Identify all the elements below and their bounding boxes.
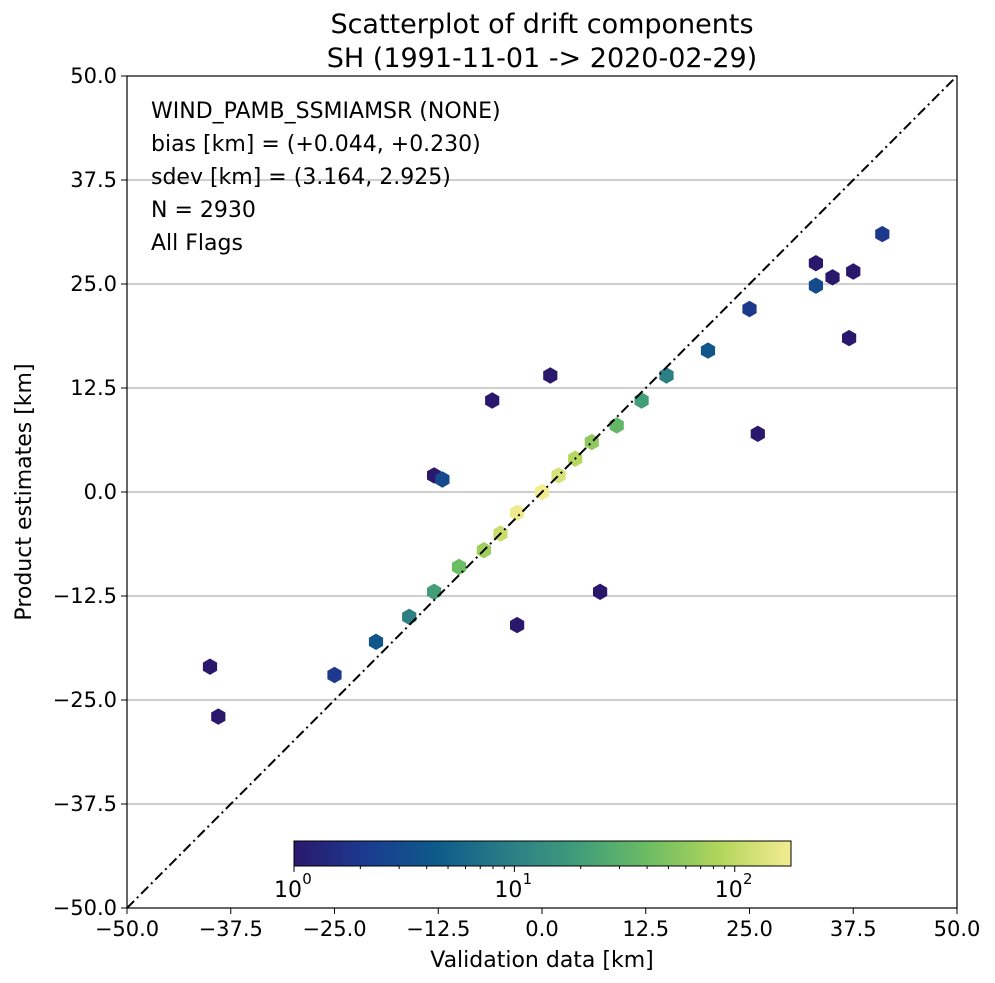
one-to-one-line [126,75,958,909]
hexbin-cell [451,558,467,576]
hexbin-cell [742,300,757,318]
hexbin-cells [202,225,890,725]
x-tick-label: −25.0 [302,917,366,941]
hexbin-cell [659,367,674,384]
hexbin-cell [808,277,823,294]
hexbin-cell [368,633,384,650]
hexbin-cell [402,608,417,625]
hexbin-cell [700,342,716,359]
x-tick-label: 12.5 [622,917,669,941]
stats-annotation: WIND_PAMB_SSMIAMSR (NONE) bias [km] = (+… [151,99,501,256]
x-tick-label: 50.0 [934,917,981,941]
hexbin-cell [842,329,857,347]
hexbin-cell [609,417,624,434]
y-axis-ticks: −50.0 −37.5 −25.0 −12.5 0.0 12.5 25.0 37.5 50.0 [53,64,127,920]
x-tick-label: 25.0 [726,917,773,941]
colorbar-tick-label: 10 [494,878,522,903]
chart-title-line-2: SH (1991-11-01 -> 2020-02-29) [327,43,757,74]
y-tick-label: −50.0 [53,896,117,920]
colorbar-tick-label: 10 [274,878,302,903]
hexbin-cell [485,392,500,409]
chart-title-line-1: Scatterplot of drift components [330,9,753,40]
y-axis-label: Product estimates [km] [12,363,37,620]
x-tick-label: −37.5 [199,917,263,941]
annotation-bias: bias [km] = (+0.044, +0.230) [151,132,481,157]
x-tick-label: −12.5 [406,917,470,941]
colorbar: 10 0 10 1 10 2 [274,840,792,903]
y-tick-label: −25.0 [53,688,117,712]
hexbin-cell [634,392,649,409]
y-tick-label: −12.5 [53,584,117,608]
hexbin-cell [202,658,218,675]
x-tick-label: 0.0 [525,917,558,941]
y-tick-label: −37.5 [53,792,117,816]
colorbar-gradient [293,840,792,867]
annotation-flags: All Flags [151,231,243,256]
annotation-sdev: sdev [km] = (3.164, 2.925) [151,165,451,190]
hexbin-cell [427,583,442,600]
x-axis-ticks: −50.0 −37.5 −25.0 −12.5 0.0 12.5 25.0 37.5 50.0 [95,908,981,941]
y-tick-label: 12.5 [70,376,117,400]
y-tick-label: 37.5 [70,168,117,192]
hexbin-cell [543,367,558,384]
grid-lines [127,179,957,805]
y-tick-label: 0.0 [84,480,117,504]
hexbin-cell [435,471,450,488]
hexbin-cell [875,225,890,243]
hexbin-cell [593,583,608,600]
x-axis-label: Validation data [km] [430,948,654,973]
colorbar-tick-label: 10 [715,878,743,903]
x-tick-label: 37.5 [830,917,877,941]
hexbin-cell [846,263,861,280]
colorbar-tick-exponent: 1 [523,870,533,888]
hexbin-cell [808,255,823,272]
hexbin-cell [825,269,840,286]
hexbin-cell [211,708,226,725]
hexbin-cell [510,616,525,634]
annotation-product: WIND_PAMB_SSMIAMSR (NONE) [151,99,501,124]
colorbar-ticks: 10 0 10 1 10 2 [274,866,753,903]
hexbin-cell [327,666,342,684]
annotation-count: N = 2930 [151,198,256,223]
y-tick-label: 25.0 [70,272,117,296]
x-tick-label: −50.0 [95,917,159,941]
hexbin-cell [750,425,765,442]
colorbar-tick-exponent: 2 [743,870,753,888]
colorbar-tick-exponent: 0 [302,870,312,888]
hexbin-cell [510,504,525,521]
y-tick-label: 50.0 [70,64,117,88]
